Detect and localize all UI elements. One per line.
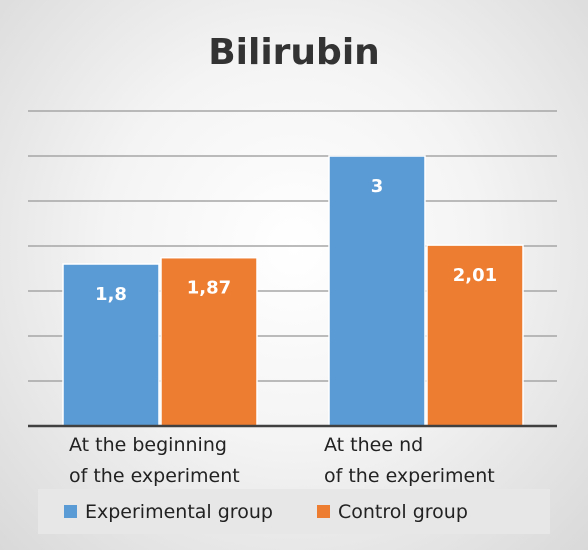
chart-title: Bilirubin <box>208 32 380 73</box>
legend-label: Experimental group <box>85 501 273 523</box>
category-label: of the experiment <box>324 465 495 487</box>
data-label: 1,87 <box>187 278 231 299</box>
legend-swatch <box>64 505 77 518</box>
legend-label: Control group <box>338 501 468 523</box>
category-label: of the experiment <box>69 465 240 487</box>
data-label: 1,8 <box>95 284 127 305</box>
legend-swatch <box>317 505 330 518</box>
bar <box>426 244 524 427</box>
category-label: At thee nd <box>324 434 423 456</box>
legend-box <box>38 489 550 534</box>
category-labels: At the beginning of the experiment At thee… <box>69 434 495 487</box>
category-label: At the beginning <box>69 434 227 456</box>
data-label: 3 <box>371 176 384 197</box>
data-label: 2,01 <box>453 265 497 286</box>
bars: 1,8 1,87 3 2,01 <box>62 155 524 427</box>
bar <box>160 256 258 427</box>
legend: Experimental group Control group <box>38 489 550 534</box>
bar <box>328 155 426 427</box>
